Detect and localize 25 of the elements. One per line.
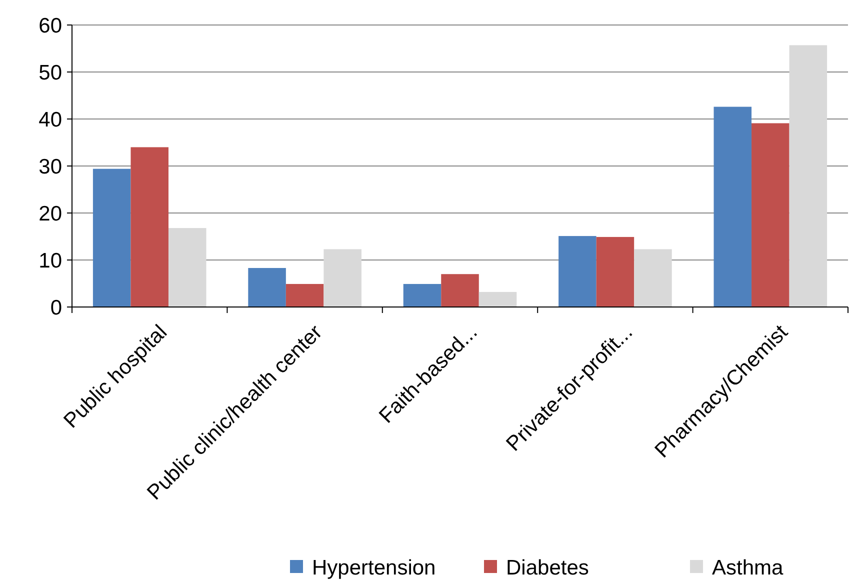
bar [248, 268, 286, 307]
bar [324, 249, 362, 307]
legend-label: Asthma [712, 556, 784, 580]
bar [714, 106, 752, 307]
bar [441, 274, 479, 307]
bar [286, 284, 324, 307]
y-tick-label: 10 [38, 249, 62, 272]
bar [752, 123, 790, 307]
bar [789, 45, 828, 307]
bar [596, 236, 634, 307]
y-tick-label: 20 [38, 202, 62, 226]
y-tick-label: 30 [38, 155, 62, 178]
legend-label: Diabetes [506, 556, 589, 580]
y-tick-label: 0 [50, 296, 62, 320]
bar [634, 249, 672, 307]
bar [168, 228, 206, 307]
bar [478, 292, 517, 307]
y-tick-label: 40 [38, 108, 62, 132]
y-tick-label: 50 [38, 61, 62, 84]
bar [558, 236, 596, 307]
bar [92, 168, 131, 307]
bar [130, 147, 168, 307]
y-tick-label: 60 [38, 14, 62, 38]
legend-label: Hypertension [312, 556, 436, 580]
bar [403, 284, 442, 307]
